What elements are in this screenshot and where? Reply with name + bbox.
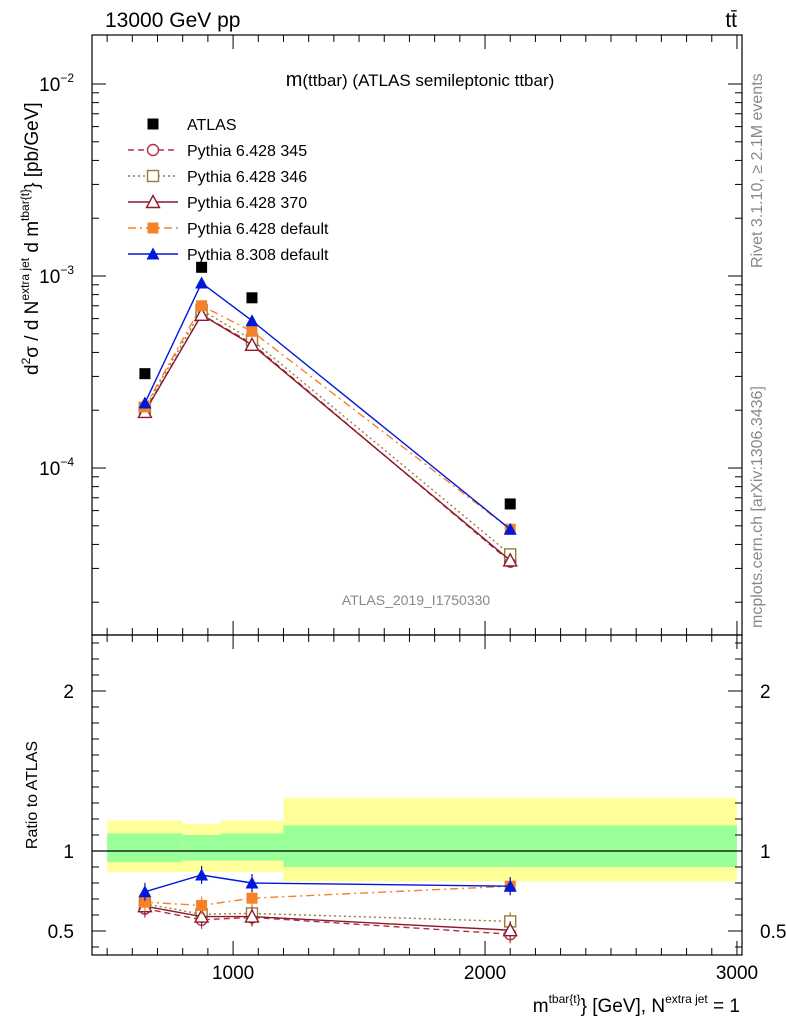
legend-label: Pythia 8.308 default xyxy=(187,247,329,264)
series-0 xyxy=(139,261,516,510)
legend-label: ATLAS xyxy=(187,117,237,134)
data-point xyxy=(246,292,258,304)
main-y-tick-label: 10−4 xyxy=(39,455,74,480)
legend-label: Pythia 6.428 345 xyxy=(187,143,307,160)
ratio-y-axis-label: Ratio to ATLAS xyxy=(24,741,41,849)
data-point xyxy=(503,522,517,535)
legend-entry: Pythia 6.428 370 xyxy=(128,194,307,212)
data-point xyxy=(196,261,208,273)
ratio-series-4 xyxy=(138,866,517,901)
ratio-series-line xyxy=(144,907,511,935)
x-axis-label: mtbar{t}} [GeV], Nextra jet = 1 xyxy=(533,992,740,1017)
series-3 xyxy=(137,306,518,567)
legend-marker xyxy=(146,169,160,183)
ratio-series-line xyxy=(144,874,511,893)
legend-entry: Pythia 6.428 346 xyxy=(128,169,307,186)
x-tick-label: 2000 xyxy=(464,963,506,984)
x-tick-label: 3000 xyxy=(716,963,758,984)
legend-marker xyxy=(146,247,160,260)
ratio-data-point xyxy=(244,908,260,923)
series-line xyxy=(144,281,511,530)
series-5 xyxy=(138,276,517,535)
series-4 xyxy=(139,300,516,535)
series-2 xyxy=(138,303,517,561)
data-point xyxy=(245,314,259,327)
ratio-data-point xyxy=(193,908,210,923)
ratio-uncertainty-bands xyxy=(92,798,742,882)
series-1 xyxy=(138,308,517,568)
ratio-series-line xyxy=(144,905,511,931)
legend-marker xyxy=(147,222,159,234)
band-green xyxy=(283,825,737,867)
series-line xyxy=(144,313,511,563)
ratio-plot-frame xyxy=(91,634,743,956)
data-point xyxy=(196,300,208,312)
ratio-data-point xyxy=(138,885,152,898)
main-y-tick-label: 10−2 xyxy=(39,71,74,96)
ratio-data-point xyxy=(502,922,518,937)
ratio-y-tick-label: 2 xyxy=(63,682,74,703)
main-plot-panel: 10−4 10−3 10−2 m(ttbar) (ATLAS semileptoni… xyxy=(39,34,743,636)
process-label: tt̄ xyxy=(725,9,737,32)
ratio-axis-ticks: 0.5 0.5 1 1 2 2 1000 2000 3000 xyxy=(48,635,786,984)
analysis-label: ATLAS_2019_I1750330 xyxy=(342,592,491,608)
ratio-y-tick-label: 0.5 xyxy=(48,922,74,943)
ratio-data-point xyxy=(503,879,517,892)
band-green xyxy=(220,833,284,861)
energy-label: 13000 GeV pp xyxy=(105,9,240,32)
legend-label: Pythia 6.428 370 xyxy=(187,195,307,212)
ratio-y-tick-label: 1 xyxy=(63,842,74,863)
data-point xyxy=(504,498,516,510)
legend-marker xyxy=(147,118,159,130)
legend-label: Pythia 6.428 346 xyxy=(187,169,307,186)
ratio-y-tick-label-right: 1 xyxy=(760,842,771,863)
mcplots-label: mcplots.cern.ch [arXiv:1306.3436] xyxy=(749,386,766,628)
main-y-axis-label: d2σ / d Nextra jet d mtbar{t}} [pb/GeV] xyxy=(18,102,43,375)
series-line xyxy=(144,304,511,530)
data-point xyxy=(193,306,210,322)
main-y-tick-label: 10−3 xyxy=(39,263,74,288)
plot-title: m(ttbar) (ATLAS semileptonic ttbar) xyxy=(286,69,555,91)
ratio-y-tick-label-right: 2 xyxy=(760,682,771,703)
data-point xyxy=(244,336,260,352)
ratio-series-group xyxy=(137,866,518,944)
ratio-plot-panel: 0.5 0.5 1 1 2 2 1000 2000 3000 xyxy=(48,634,786,984)
ratio-y-tick-label-right: 0.5 xyxy=(760,922,786,943)
legend-label: Pythia 6.428 default xyxy=(187,221,329,238)
legend-entry: Pythia 6.428 default xyxy=(128,221,329,238)
ratio-series-line xyxy=(144,885,511,907)
legend: ATLAS Pythia 6.428 345 Pythia 6.428 346 Pyt… xyxy=(128,117,329,264)
data-point xyxy=(139,368,151,380)
legend-entry: Pythia 6.428 345 xyxy=(128,143,307,160)
data-point xyxy=(246,325,258,337)
ratio-data-point xyxy=(246,892,258,904)
ratio-data-point xyxy=(245,876,259,889)
series-line xyxy=(144,313,511,562)
legend-entry: ATLAS xyxy=(147,117,237,134)
svg-text:mtbar{t}} [GeV], Nextra jet =: mtbar{t}} [GeV], Nextra jet = 1 xyxy=(533,992,740,1017)
band-green xyxy=(182,835,221,861)
ratio-data-point xyxy=(139,896,151,908)
x-tick-label: 1000 xyxy=(212,963,254,984)
series-line xyxy=(144,309,511,555)
rivet-version-label: Rivet 3.1.10, ≥ 2.1M events xyxy=(749,73,766,268)
ratio-data-point xyxy=(195,868,209,881)
data-point xyxy=(195,276,209,289)
svg-text:d2σ / d Nextra jet d mtbar{t}}: d2σ / d Nextra jet d mtbar{t}} [pb/GeV] xyxy=(18,102,43,375)
main-series-group xyxy=(137,261,518,568)
main-axis-ticks: 10−4 10−3 10−2 xyxy=(39,35,742,635)
band-green xyxy=(107,833,183,863)
data-point xyxy=(138,396,152,409)
data-point xyxy=(502,552,518,567)
ratio-series-1 xyxy=(138,894,517,931)
legend-marker xyxy=(146,143,160,157)
legend-marker xyxy=(145,194,161,209)
ratio-data-point xyxy=(196,899,208,911)
legend-entry: Pythia 8.308 default xyxy=(128,247,329,264)
